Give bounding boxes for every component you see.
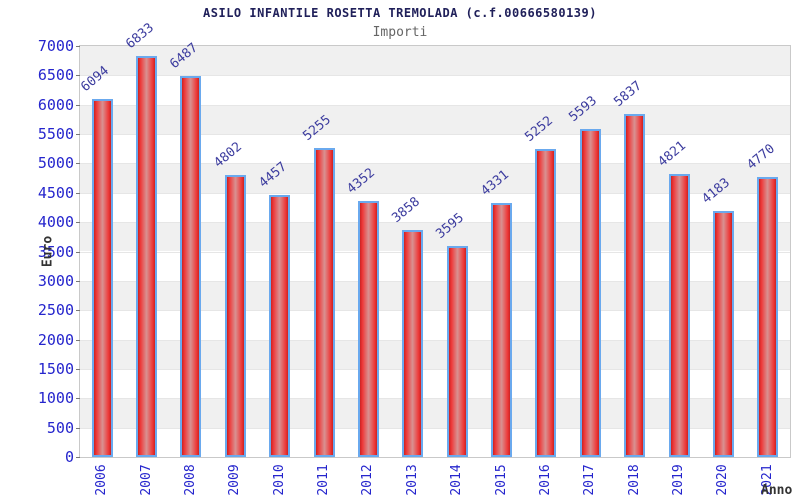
bar-2011: [313, 148, 335, 457]
bar-2009: [224, 175, 246, 457]
x-axis-tick-label: 2015: [493, 464, 509, 496]
y-axis-tick-label: 6500: [37, 66, 74, 85]
y-axis-tick-mark: [76, 46, 80, 47]
y-axis-tick-label: 4000: [37, 213, 74, 232]
y-axis-tick-label: 1000: [37, 389, 74, 408]
y-axis-tick-label: 500: [46, 418, 74, 437]
y-axis-tick-mark: [76, 134, 80, 136]
bar-2015: [491, 202, 513, 457]
bar-2021: [757, 176, 779, 457]
y-axis-tick-label: 2500: [37, 301, 74, 320]
bar-2010: [269, 195, 291, 457]
y-axis-tick-mark: [76, 104, 80, 106]
y-axis-tick-mark: [76, 163, 80, 165]
x-axis-title: Anno: [761, 483, 793, 498]
bar-2019: [668, 173, 690, 457]
bar-2014: [446, 245, 468, 457]
y-axis-tick-label: 2000: [37, 330, 74, 349]
bar-2020: [712, 211, 734, 457]
y-axis-tick-label: 5500: [37, 125, 74, 144]
x-axis-tick-label: 2008: [182, 464, 198, 496]
chart-title: ASILO INFANTILE ROSETTA TREMOLADA (c.f.0…: [203, 6, 597, 20]
x-axis-tick-label: 2017: [582, 464, 598, 496]
y-axis-tick-label: 3500: [37, 242, 74, 261]
y-axis-tick-mark: [76, 192, 80, 194]
x-axis-tick-label: 2007: [138, 464, 154, 496]
x-axis-tick-label: 2011: [316, 464, 332, 496]
y-axis-tick-label: 0: [64, 448, 74, 466]
y-axis-tick-label: 6000: [37, 95, 74, 114]
y-axis-tick-mark: [76, 251, 80, 253]
y-axis-tick-label: 5000: [37, 154, 74, 173]
x-axis-tick-label: 2010: [271, 464, 287, 496]
x-axis-tick-label: 2019: [671, 464, 687, 496]
x-axis-tick-label: 2009: [227, 464, 243, 496]
x-axis-tick-label: 2013: [404, 464, 420, 496]
bar-2018: [624, 114, 646, 457]
bar-2016: [535, 148, 557, 457]
y-axis-tick-mark: [76, 310, 80, 312]
y-axis-tick-mark: [76, 280, 80, 282]
y-axis-tick-label: 7000: [37, 37, 74, 55]
bar-2017: [579, 128, 601, 457]
y-axis-title: Euro: [40, 235, 56, 267]
y-axis-tick-mark: [76, 75, 80, 77]
y-axis-tick-mark: [76, 427, 80, 429]
plot-band: [80, 46, 790, 76]
y-axis-tick-mark: [76, 368, 80, 370]
x-axis-tick-label: 2012: [360, 464, 376, 496]
y-axis-tick-mark: [76, 457, 80, 458]
x-axis-tick-label: 2014: [449, 464, 465, 496]
bar-2008: [180, 76, 202, 457]
y-axis-tick-label: 3000: [37, 271, 74, 290]
x-axis-tick-label: 2020: [715, 464, 731, 496]
y-axis-tick-label: 1500: [37, 359, 74, 378]
y-axis-tick-mark: [76, 339, 80, 341]
chart-subtitle: Importi: [372, 25, 428, 40]
y-axis-tick-mark: [76, 222, 80, 224]
bar-2013: [402, 230, 424, 457]
y-axis-tick-mark: [76, 398, 80, 400]
bar-2006: [91, 99, 113, 457]
bar-2012: [357, 201, 379, 457]
bar-2007: [136, 55, 158, 457]
x-axis-tick-label: 2016: [537, 464, 553, 496]
x-axis-tick-label: 2018: [626, 464, 642, 496]
x-axis-tick-label: 2006: [94, 464, 110, 496]
y-axis-tick-label: 4500: [37, 183, 74, 202]
